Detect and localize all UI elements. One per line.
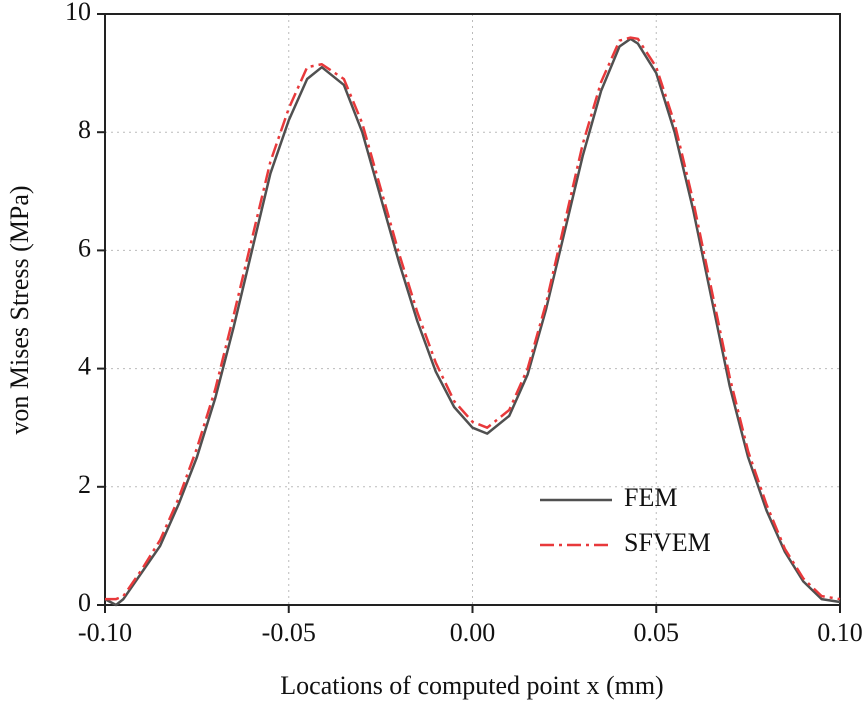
legend-label: FEM [624,483,677,512]
y-tick-label: 8 [78,115,91,144]
x-tick-label: 0.10 [817,618,863,647]
y-tick-label: 4 [78,352,91,381]
line-series [105,36,841,601]
x-axis-label: Locations of computed point x (mm) [280,671,663,700]
plot-frame [104,13,841,606]
x-tick-label: 0.00 [450,618,496,647]
line-series [104,37,841,607]
x-tick-label: -0.05 [262,618,316,647]
y-tick-label: 6 [78,233,91,262]
y-tick-label: 2 [78,470,91,499]
x-tick-label: 0.05 [634,618,680,647]
y-tick-label: 0 [78,588,91,617]
x-tick-label: -0.10 [78,618,132,647]
legend-label: SFVEM [624,528,711,557]
y-tick-label: 10 [65,0,91,26]
y-axis-label: von Mises Stress (MPa) [5,185,34,434]
